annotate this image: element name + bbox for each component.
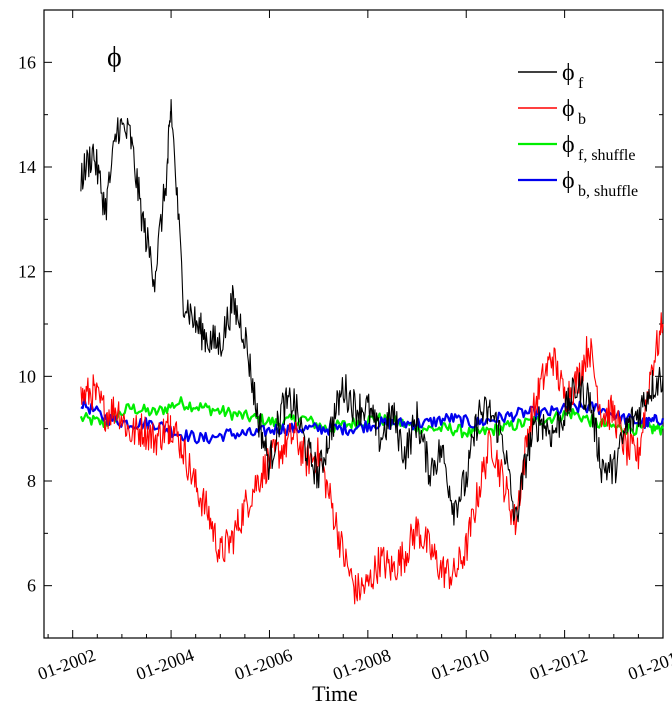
x-tick-label: 01-2008 <box>330 645 393 684</box>
y-tick-label: 8 <box>27 471 36 491</box>
legend-label-main: ϕ <box>562 60 575 86</box>
legend-label-sub: b, shuffle <box>578 183 638 200</box>
y-axis: 6 8 10 12 14 16 <box>18 9 663 639</box>
x-tick-label: 01-2004 <box>133 645 196 684</box>
series-layer <box>79 99 665 605</box>
x-tick-label: 01-2006 <box>232 645 295 684</box>
y-tick-label: 16 <box>18 52 36 72</box>
y-tick-label: 10 <box>18 366 36 386</box>
x-tick-label: 01-2014 <box>625 645 672 684</box>
y-tick-label: 12 <box>18 262 36 282</box>
x-axis-title: Time <box>312 681 358 706</box>
legend-label-sub: b <box>578 111 586 128</box>
y-tick-label: 6 <box>27 576 36 596</box>
x-tick-label: 01-2010 <box>429 645 492 684</box>
legend-label-main: ϕ <box>562 132 575 158</box>
x-tick-label: 01-2012 <box>527 645 590 684</box>
series-line-2 <box>80 312 664 605</box>
series-line-1 <box>80 99 664 526</box>
legend-label-sub: f <box>578 75 584 92</box>
legend-label-sub: f, shuffle <box>578 147 635 164</box>
legend-label-main: ϕ <box>562 168 575 194</box>
legend-label-main: ϕ <box>562 96 575 122</box>
y-tick-label: 14 <box>18 157 36 177</box>
x-tick-label: 01-2002 <box>35 645 98 684</box>
chart-annotation: ϕ <box>107 42 122 73</box>
